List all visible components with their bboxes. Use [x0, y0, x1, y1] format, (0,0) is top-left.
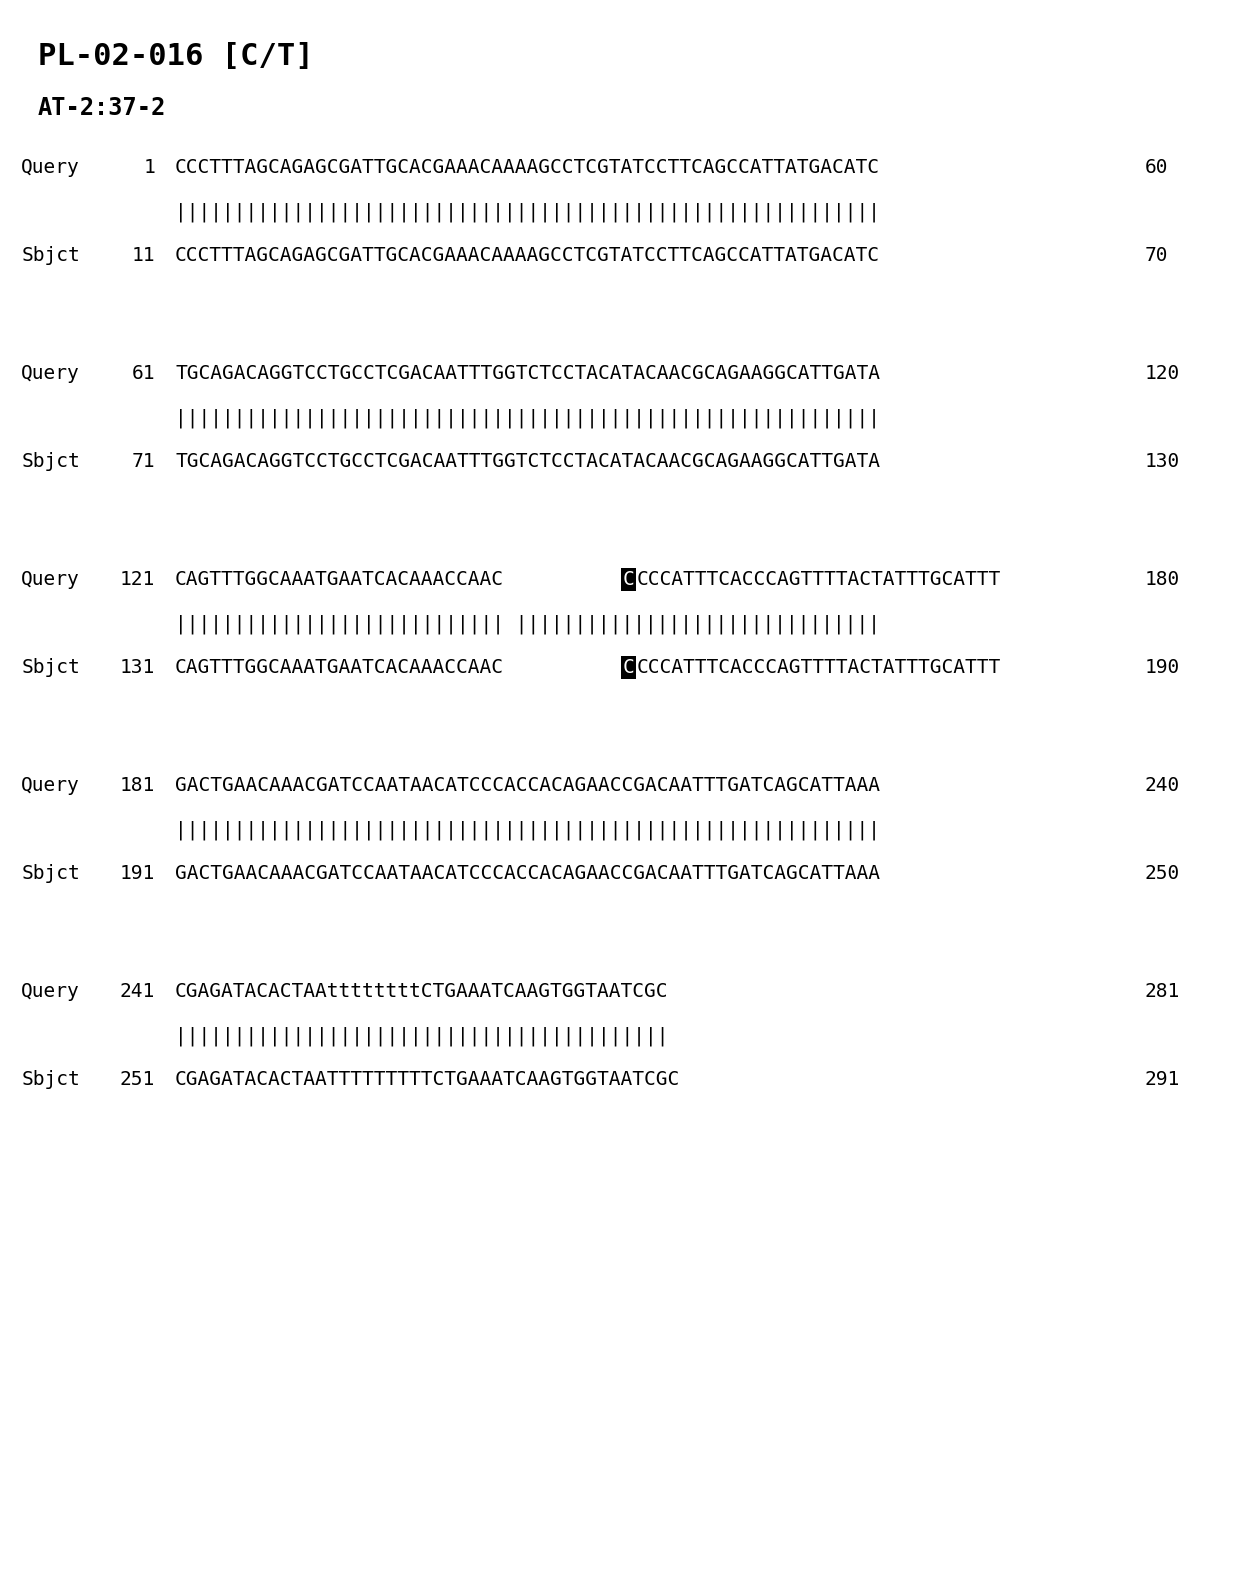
Text: PL-02-016 [C/T]: PL-02-016 [C/T]	[38, 43, 314, 71]
Text: CAGTTTGGCAAATGAATCACAAACCAAC: CAGTTTGGCAAATGAATCACAAACCAAC	[175, 659, 503, 678]
Text: 70: 70	[1145, 245, 1168, 264]
Text: 240: 240	[1145, 776, 1180, 795]
Text: Sbjct: Sbjct	[21, 245, 81, 264]
Text: 180: 180	[1145, 570, 1180, 589]
Text: TGCAGACAGGTCCTGCCTCGACAATTTGGTCTCCTACATACAACGCAGAAGGCATTGATA: TGCAGACAGGTCCTGCCTCGACAATTTGGTCTCCTACATA…	[175, 453, 880, 472]
Text: 131: 131	[120, 659, 155, 678]
Text: 130: 130	[1145, 453, 1180, 472]
Text: ||||||||||||||||||||||||||||||||||||||||||||||||||||||||||||: ||||||||||||||||||||||||||||||||||||||||…	[175, 408, 880, 427]
Text: Sbjct: Sbjct	[21, 864, 81, 883]
Text: |||||||||||||||||||||||||||| |||||||||||||||||||||||||||||||: |||||||||||||||||||||||||||| |||||||||||…	[175, 614, 880, 633]
Text: 190: 190	[1145, 659, 1180, 678]
Text: Query: Query	[21, 570, 81, 589]
Text: TGCAGACAGGTCCTGCCTCGACAATTTGGTCTCCTACATACAACGCAGAAGGCATTGATA: TGCAGACAGGTCCTGCCTCGACAATTTGGTCTCCTACATA…	[175, 364, 880, 383]
Text: 251: 251	[120, 1070, 155, 1089]
Text: Sbjct: Sbjct	[21, 659, 81, 678]
Text: ||||||||||||||||||||||||||||||||||||||||||||||||||||||||||||: ||||||||||||||||||||||||||||||||||||||||…	[175, 820, 880, 839]
Text: Sbjct: Sbjct	[21, 1070, 81, 1089]
Text: 191: 191	[120, 864, 155, 883]
Text: CGAGATACACTAAttttttttCTGAAATCAAGTGGTAATCGC: CGAGATACACTAAttttttttCTGAAATCAAGTGGTAATC…	[175, 981, 668, 1000]
Text: Query: Query	[21, 158, 81, 177]
Text: 11: 11	[131, 245, 155, 264]
Text: ||||||||||||||||||||||||||||||||||||||||||||||||||||||||||||: ||||||||||||||||||||||||||||||||||||||||…	[175, 203, 880, 222]
Text: CCCATTTCACCCAGTTTTACTATTTGCATTT: CCCATTTCACCCAGTTTTACTATTTGCATTT	[636, 659, 1001, 678]
Text: CCCTTTAGCAGAGCGATTGCACGAAACAAAAGCCTCGTATCCTTCAGCCATTATGACATC: CCCTTTAGCAGAGCGATTGCACGAAACAAAAGCCTCGTAT…	[175, 245, 880, 264]
Text: 1: 1	[144, 158, 155, 177]
Text: Query: Query	[21, 981, 81, 1000]
Text: 291: 291	[1145, 1070, 1180, 1089]
Text: 281: 281	[1145, 981, 1180, 1000]
Text: C: C	[622, 659, 635, 678]
Text: CGAGATACACTAATTTTTTTTTCTGAAATCAAGTGGTAATCGC: CGAGATACACTAATTTTTTTTTCTGAAATCAAGTGGTAAT…	[175, 1070, 681, 1089]
Text: C: C	[622, 570, 635, 589]
Text: AT-2:37-2: AT-2:37-2	[38, 97, 166, 120]
Text: 250: 250	[1145, 864, 1180, 883]
Text: CAGTTTGGCAAATGAATCACAAACCAAC: CAGTTTGGCAAATGAATCACAAACCAAC	[175, 570, 503, 589]
Text: 241: 241	[120, 981, 155, 1000]
Text: 60: 60	[1145, 158, 1168, 177]
Text: 121: 121	[120, 570, 155, 589]
Text: Sbjct: Sbjct	[21, 453, 81, 472]
Text: Query: Query	[21, 364, 81, 383]
Text: GACTGAACAAACGATCCAATAACATCCCACCACAGAACCGACAATTTGATCAGCATTAAA: GACTGAACAAACGATCCAATAACATCCCACCACAGAACCG…	[175, 776, 880, 795]
Text: Query: Query	[21, 776, 81, 795]
Text: 181: 181	[120, 776, 155, 795]
Text: GACTGAACAAACGATCCAATAACATCCCACCACAGAACCGACAATTTGATCAGCATTAAA: GACTGAACAAACGATCCAATAACATCCCACCACAGAACCG…	[175, 864, 880, 883]
Text: 71: 71	[131, 453, 155, 472]
Text: 120: 120	[1145, 364, 1180, 383]
Text: ||||||||||||||||||||||||||||||||||||||||||: ||||||||||||||||||||||||||||||||||||||||…	[175, 1026, 668, 1045]
Text: CCCATTTCACCCAGTTTTACTATTTGCATTT: CCCATTTCACCCAGTTTTACTATTTGCATTT	[636, 570, 1001, 589]
Text: 61: 61	[131, 364, 155, 383]
Text: CCCTTTAGCAGAGCGATTGCACGAAACAAAAGCCTCGTATCCTTCAGCCATTATGACATC: CCCTTTAGCAGAGCGATTGCACGAAACAAAAGCCTCGTAT…	[175, 158, 880, 177]
